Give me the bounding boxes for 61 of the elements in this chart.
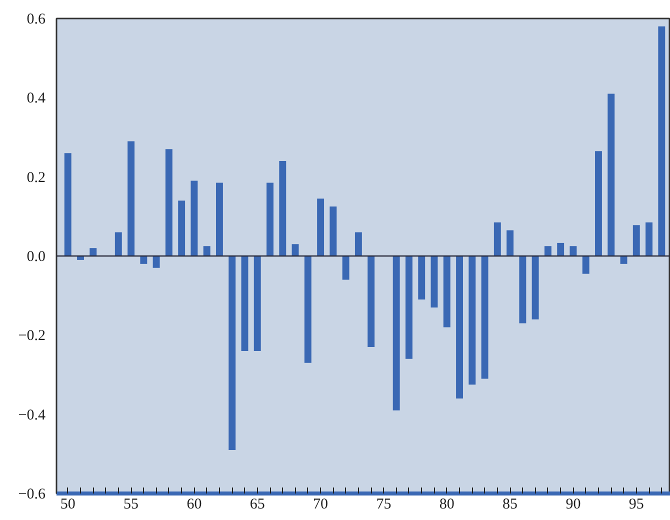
bar	[406, 256, 412, 359]
bar	[330, 206, 337, 256]
y-tick-label: 0.2	[26, 170, 46, 186]
bar	[342, 256, 350, 280]
bar	[354, 232, 362, 256]
y-tick-label: 0.4	[26, 90, 46, 107]
bar	[456, 256, 463, 398]
x-tick-label: 75	[376, 496, 392, 512]
bar	[178, 200, 186, 256]
bar	[152, 256, 160, 268]
x-tick-label: 80	[439, 496, 454, 512]
x-tick-label: 95	[628, 496, 644, 512]
bar	[544, 246, 552, 256]
x-tick-label: 55	[124, 496, 139, 512]
bar	[266, 182, 274, 256]
bar	[304, 256, 312, 363]
bar	[317, 198, 324, 256]
bar	[570, 246, 577, 256]
bar	[595, 151, 602, 256]
bar	[368, 256, 375, 348]
bar	[128, 141, 135, 256]
bar	[241, 256, 248, 351]
bar	[632, 225, 640, 256]
bar	[658, 26, 666, 256]
bar	[392, 256, 400, 410]
bar	[292, 244, 299, 256]
bar	[468, 256, 476, 385]
bar	[430, 256, 438, 308]
bar	[140, 256, 148, 264]
bar	[519, 256, 526, 324]
bar	[506, 230, 514, 256]
bar	[557, 242, 564, 256]
bar	[190, 180, 198, 256]
bar	[494, 222, 501, 256]
bar	[254, 256, 261, 351]
bar	[418, 256, 426, 300]
x-tick-label: 60	[186, 496, 202, 512]
y-tick-label: 0.6	[26, 12, 46, 28]
y-tick-label: −0.2	[18, 328, 46, 344]
x-tick-label: 50	[60, 496, 76, 512]
bar	[216, 182, 223, 256]
bar	[203, 246, 210, 256]
bar	[443, 256, 450, 328]
bar	[582, 256, 590, 274]
x-tick-label: 65	[250, 496, 265, 512]
y-tick-label: −0.6	[18, 486, 46, 502]
bar	[608, 94, 615, 256]
y-tick-label: −0.4	[18, 407, 46, 424]
bar	[228, 256, 236, 450]
bar	[481, 256, 488, 379]
bar	[64, 153, 72, 256]
bar	[532, 256, 539, 320]
x-tick-label: 85	[502, 496, 518, 512]
bar	[114, 232, 122, 256]
bar	[90, 248, 97, 256]
y-tick-label: 0.0	[26, 249, 46, 265]
x-tick-label: 70	[313, 496, 328, 512]
bar	[165, 149, 172, 256]
bar	[279, 161, 286, 256]
bar	[646, 222, 652, 256]
x-tick-label: 90	[566, 496, 581, 512]
